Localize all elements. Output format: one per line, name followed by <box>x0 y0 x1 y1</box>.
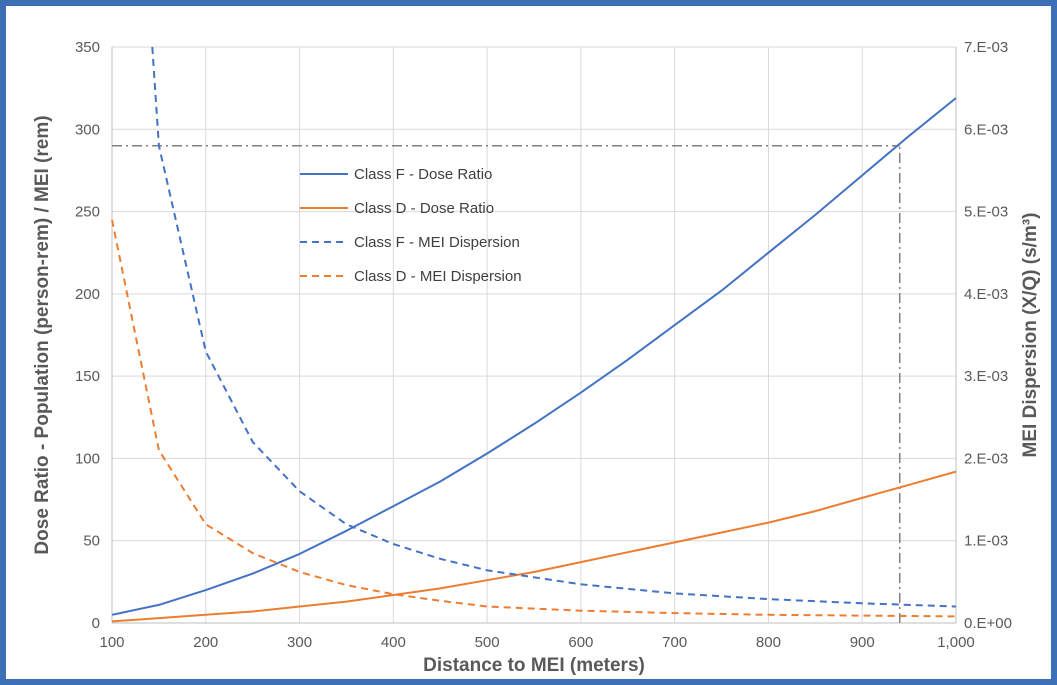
y2-tick-label: 7.E-03 <box>964 39 1008 56</box>
legend: Class F - Dose Ratio Class D - Dose Ratio… <box>300 166 522 285</box>
x-tick-label: 900 <box>850 634 875 651</box>
series-line-4 <box>111 219 957 618</box>
x-tick-label: 1,000 <box>937 634 975 651</box>
series-line-3 <box>151 46 957 608</box>
tick-labels: 0 50 100 150 200 250 300 350 100 200 300 400 500 600 7… <box>75 39 1012 651</box>
y2-tick-label: 5.E-03 <box>964 204 1008 221</box>
x-tick-label: 200 <box>193 634 218 651</box>
y2-tick-label: 1.E-03 <box>964 533 1008 550</box>
y2-tick-label: 2.E-03 <box>964 450 1008 467</box>
y-tick-label: 300 <box>75 121 100 138</box>
legend-entry: Class F - Dose Ratio <box>354 166 492 183</box>
legend-entry: Class F - MEI Dispersion <box>354 234 520 251</box>
x-tick-label: 800 <box>756 634 781 651</box>
x-axis-title: Distance to MEI (meters) <box>423 655 645 676</box>
y2-axis-title: MEI Dispersion (X/Q) (s/m³) <box>1020 213 1041 458</box>
y-tick-label: 100 <box>75 450 100 467</box>
y-tick-label: 150 <box>75 368 100 385</box>
x-tick-label: 300 <box>287 634 312 651</box>
axes <box>111 47 957 624</box>
y-tick-label: 350 <box>75 39 100 56</box>
y-tick-label: 200 <box>75 286 100 303</box>
x-tick-label: 600 <box>568 634 593 651</box>
y2-tick-label: 3.E-03 <box>964 368 1008 385</box>
y-tick-label: 50 <box>83 533 100 550</box>
reference-lines <box>112 144 901 623</box>
y2-tick-label: 4.E-03 <box>964 286 1008 303</box>
x-tick-label: 500 <box>475 634 500 651</box>
x-tick-label: 100 <box>99 634 124 651</box>
y2-tick-label: 0.E+00 <box>964 615 1012 632</box>
series-lines <box>111 46 957 623</box>
dose-ratio-chart: 0 50 100 150 200 250 300 350 100 200 300 400 500 600 7… <box>32 39 1041 676</box>
y-tick-label: 0 <box>92 615 100 632</box>
series-line-2 <box>111 470 957 623</box>
y-axis-title: Dose Ratio - Population (person-rem) / M… <box>32 115 53 554</box>
y-tick-label: 250 <box>75 204 100 221</box>
x-tick-label: 400 <box>381 634 406 651</box>
x-tick-label: 700 <box>662 634 687 651</box>
y2-tick-label: 6.E-03 <box>964 121 1008 138</box>
grid-lines <box>111 46 957 624</box>
legend-entry: Class D - MEI Dispersion <box>354 268 522 285</box>
series-line-1 <box>111 97 957 616</box>
legend-entry: Class D - Dose Ratio <box>354 200 494 217</box>
